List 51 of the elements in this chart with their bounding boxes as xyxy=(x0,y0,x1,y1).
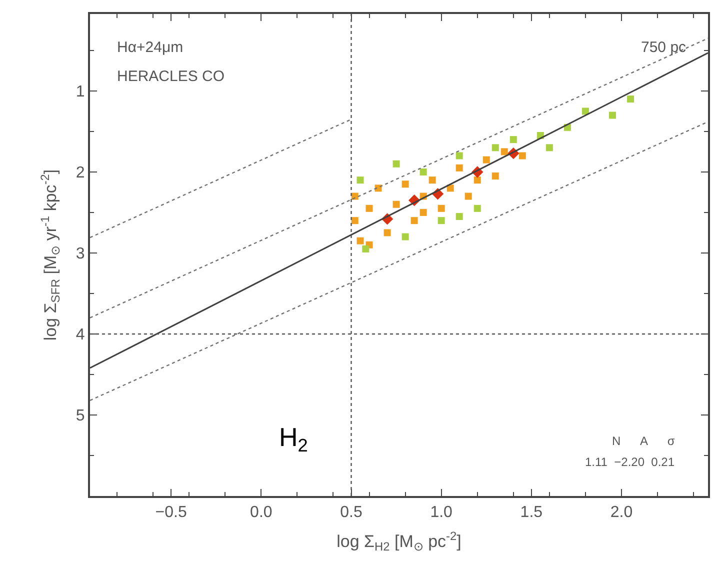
point xyxy=(518,152,526,160)
point xyxy=(474,204,481,212)
point xyxy=(384,229,391,236)
point xyxy=(420,208,427,216)
point xyxy=(492,172,499,180)
point xyxy=(446,184,454,192)
point xyxy=(392,160,400,168)
x-tick-label: 1.0 xyxy=(430,504,453,522)
point xyxy=(410,217,418,224)
point xyxy=(582,108,589,115)
annotation: HERACLES CO xyxy=(117,68,225,85)
point xyxy=(456,213,463,220)
point xyxy=(456,164,463,172)
point xyxy=(546,144,553,152)
point xyxy=(428,176,436,184)
point xyxy=(627,96,634,103)
annotation: H$_{2}$ xyxy=(279,422,308,456)
point xyxy=(402,180,409,188)
point xyxy=(392,200,400,208)
point xyxy=(356,237,364,244)
annotation: 1.11 −2.20 0.21 xyxy=(585,455,675,469)
point xyxy=(609,112,616,119)
point xyxy=(464,192,472,200)
point xyxy=(420,168,427,176)
y-tick-label: 2 xyxy=(76,164,85,182)
point xyxy=(362,245,370,252)
y-tick-label: 3 xyxy=(76,246,85,263)
annotation: Hα+24μm xyxy=(117,39,184,56)
point xyxy=(456,152,463,160)
x-axis-title: log Σ$_{H2}$ [M$_{⊙}$ pc$^{-2}$] xyxy=(336,528,462,554)
point xyxy=(366,204,373,212)
x-tick-label: 2.0 xyxy=(610,504,633,522)
point xyxy=(356,176,364,184)
point xyxy=(402,233,409,240)
y-tick-label: 4 xyxy=(76,326,85,344)
point xyxy=(438,204,445,212)
y-tick-label: 5 xyxy=(76,408,85,425)
point xyxy=(492,144,499,152)
annotation: N A σ xyxy=(612,434,676,448)
point xyxy=(510,136,517,144)
x-tick-label: 0.0 xyxy=(250,504,272,522)
x-tick-label: 0.5 xyxy=(340,504,362,522)
point xyxy=(438,217,445,224)
point xyxy=(474,176,481,184)
point xyxy=(500,148,508,156)
point xyxy=(482,156,490,164)
annotation: 750 pc xyxy=(641,39,687,56)
x-tick-label: −0.5 xyxy=(155,504,187,522)
x-tick-label: 1.5 xyxy=(520,504,543,522)
point xyxy=(351,217,358,224)
y-tick-label: 1 xyxy=(76,84,85,101)
